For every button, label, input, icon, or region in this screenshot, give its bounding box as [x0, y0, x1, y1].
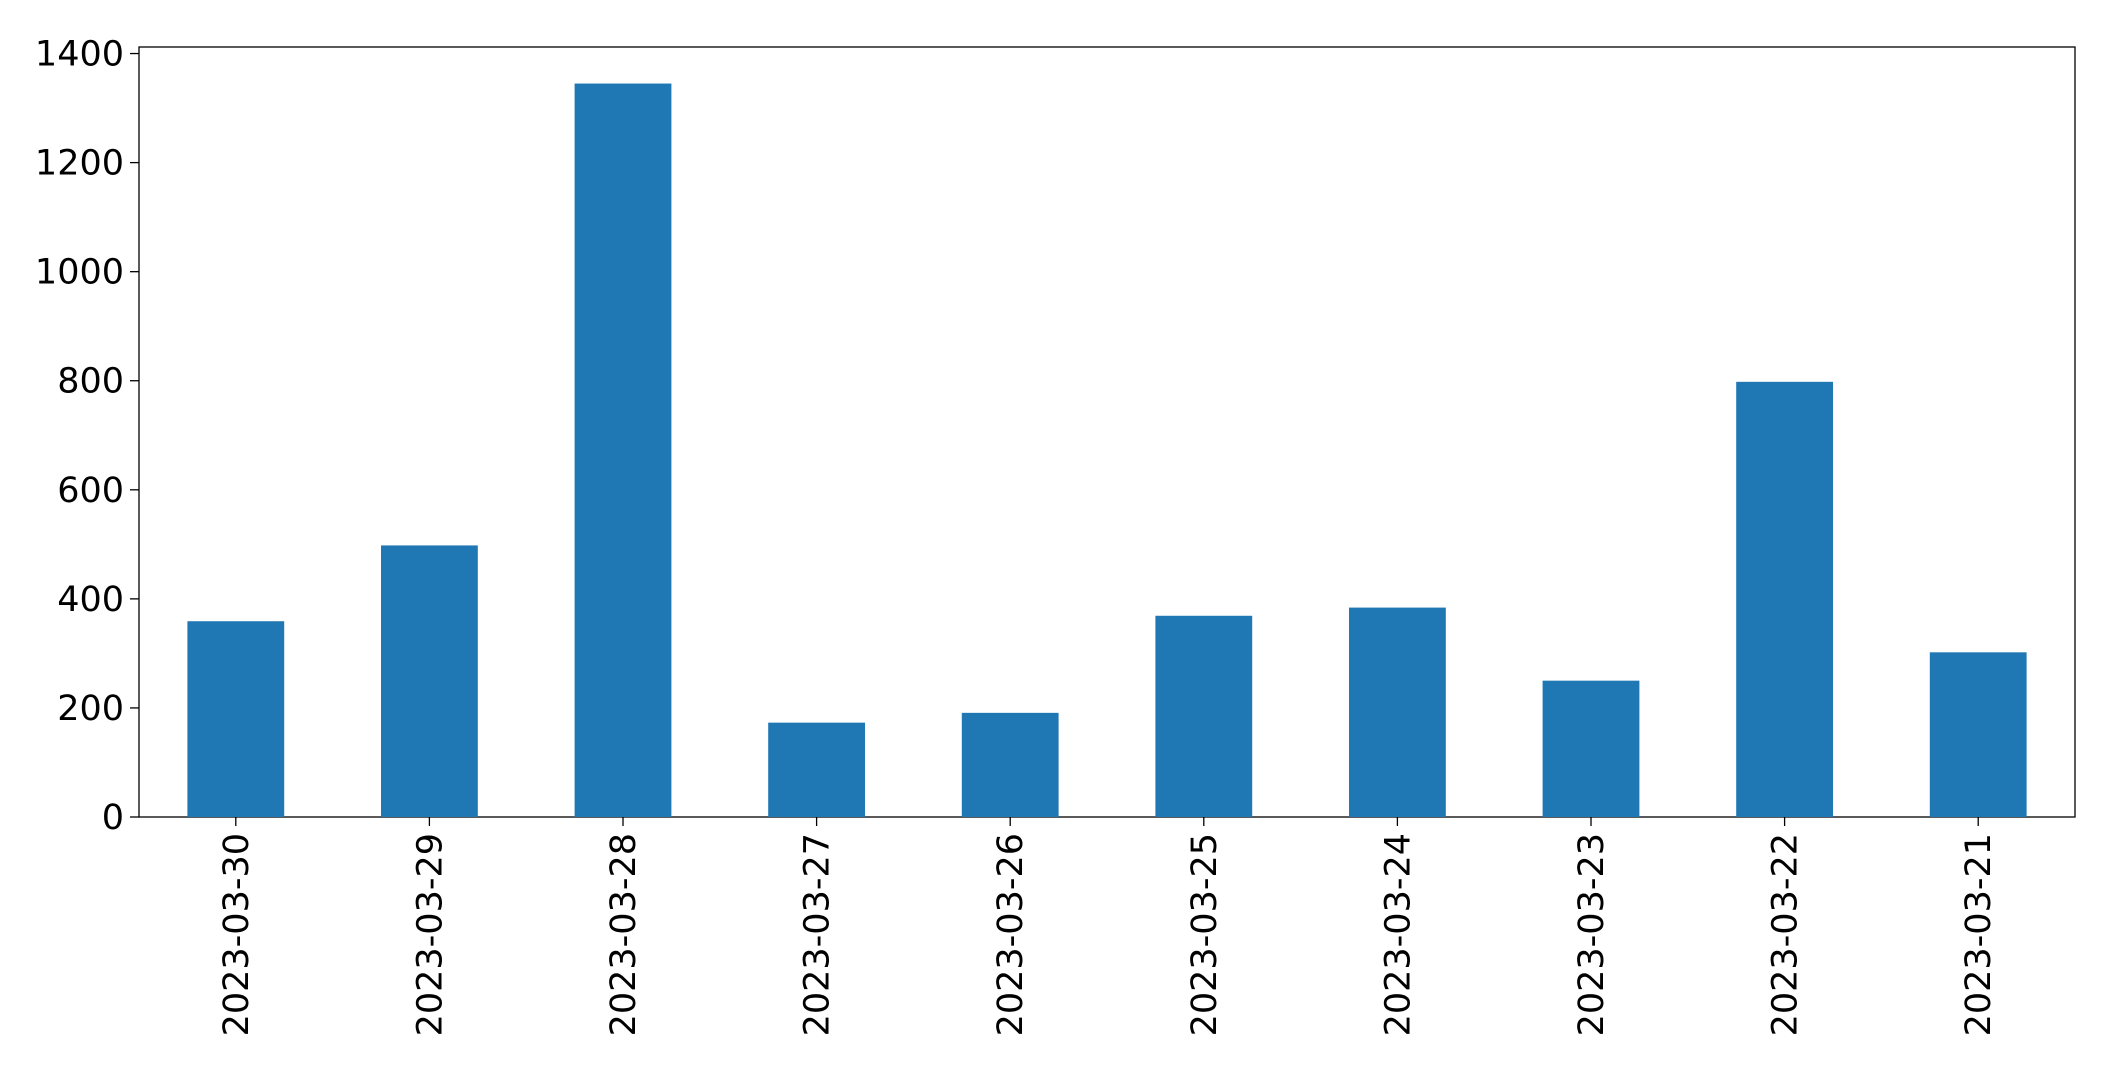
- bar: [1155, 615, 1253, 817]
- y-tick-label: 800: [57, 362, 124, 402]
- x-tick-label: 2023-03-25: [1185, 833, 1225, 1036]
- bar: [1542, 680, 1640, 817]
- x-tick-label: 2023-03-28: [604, 833, 644, 1036]
- bar: [768, 722, 865, 817]
- y-tick-label: 200: [57, 689, 124, 729]
- y-tick-label: 1200: [35, 144, 124, 184]
- x-tick-label: 2023-03-21: [1959, 833, 1999, 1036]
- x-tick-label: 2023-03-23: [1572, 833, 1612, 1036]
- bar: [1929, 652, 2027, 817]
- x-tick-label: 2023-03-27: [798, 833, 838, 1036]
- x-tick-label: 2023-03-29: [410, 833, 450, 1036]
- bar: [187, 621, 285, 817]
- x-tick-label: 2023-03-30: [217, 833, 257, 1036]
- y-tick-label: 0: [102, 798, 124, 838]
- x-tick-label: 2023-03-22: [1766, 833, 1806, 1036]
- y-tick-label: 1000: [35, 253, 124, 293]
- bar: [381, 545, 478, 817]
- y-tick-label: 600: [57, 471, 124, 511]
- bar: [961, 712, 1059, 817]
- x-tick-label: 2023-03-24: [1378, 833, 1418, 1036]
- bar: [1736, 381, 1833, 817]
- bar: [1349, 607, 1446, 817]
- y-tick-label: 400: [57, 580, 124, 620]
- y-tick-label: 1400: [35, 35, 124, 75]
- bar: [574, 83, 672, 818]
- plot-frame: [138, 46, 2076, 818]
- x-tick-label: 2023-03-26: [991, 833, 1031, 1036]
